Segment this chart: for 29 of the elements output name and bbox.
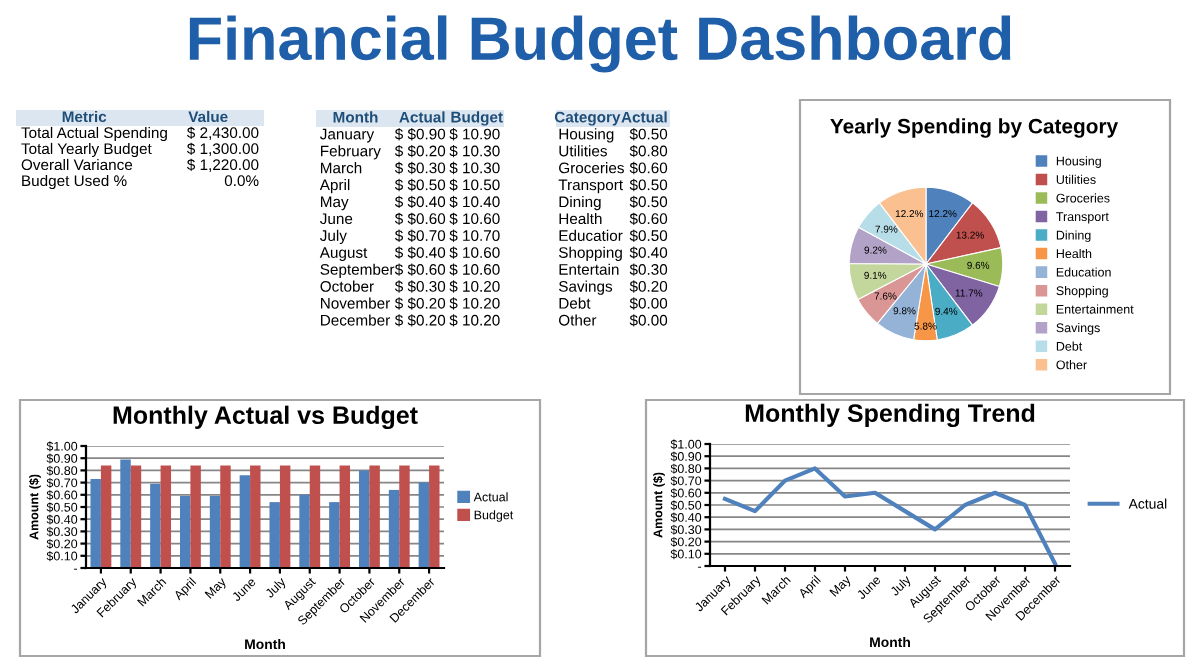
bar (209, 496, 221, 568)
bar (130, 465, 142, 568)
bar (220, 465, 231, 568)
chart-title: Monthly Spending Trend (745, 403, 1035, 428)
bar (239, 475, 251, 568)
bar (329, 502, 340, 568)
bar (90, 478, 101, 568)
bar (309, 465, 321, 568)
bar (399, 465, 410, 568)
chart-title: Monthly Actual vs Budget (113, 405, 418, 430)
bar (358, 470, 370, 568)
bar (100, 465, 112, 568)
bar (250, 465, 261, 568)
bar (369, 465, 380, 568)
bar (269, 502, 280, 568)
line-series (722, 466, 1058, 566)
text: Yearly Spending by Category (830, 118, 1119, 138)
bar (418, 482, 430, 568)
bar (279, 465, 291, 568)
bar (150, 483, 161, 568)
bar (160, 465, 172, 568)
bar (179, 496, 191, 568)
bar (299, 494, 310, 568)
bar (120, 459, 131, 568)
text: Financial Budget Dashboard (189, 15, 1011, 73)
bar (429, 465, 440, 568)
bar (190, 465, 201, 568)
bar (388, 489, 400, 568)
bar (339, 465, 351, 568)
